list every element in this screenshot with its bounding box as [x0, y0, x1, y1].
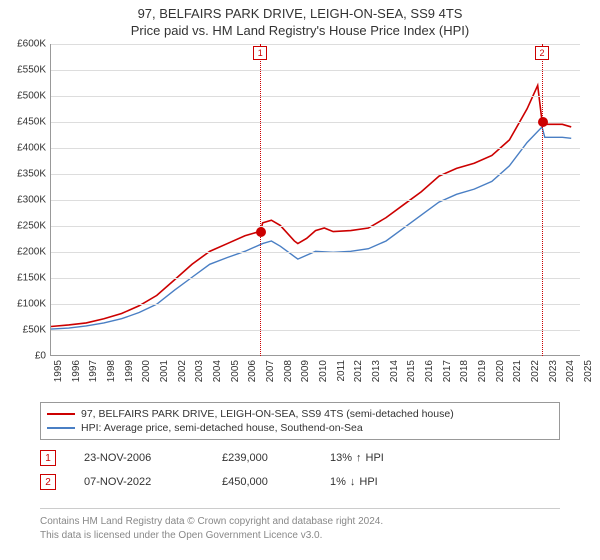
x-axis-label: 1998 [106, 360, 124, 382]
y-axis-label: £500K [17, 91, 46, 102]
arrow-down-icon: ↓ [350, 476, 356, 488]
x-axis-label: 2011 [336, 360, 354, 382]
sale-data-point-2 [538, 117, 548, 127]
legend-row-property: 97, BELFAIRS PARK DRIVE, LEIGH-ON-SEA, S… [47, 407, 553, 421]
legend-label-hpi: HPI: Average price, semi-detached house,… [81, 422, 363, 434]
x-axis-label: 1995 [53, 360, 71, 382]
sale-date-2: 07-NOV-2022 [84, 476, 194, 488]
x-axis-label: 2025 [583, 360, 600, 382]
x-axis-label: 2015 [406, 360, 424, 382]
x-axis-label: 2020 [495, 360, 513, 382]
gridline-h [51, 148, 580, 149]
x-axis-label: 2006 [247, 360, 265, 382]
y-axis-label: £600K [17, 39, 46, 50]
gridline-h [51, 70, 580, 71]
gridline-h [51, 174, 580, 175]
gridline-h [51, 278, 580, 279]
y-axis-label: £350K [17, 169, 46, 180]
legend-swatch-hpi [47, 427, 75, 429]
footer-line1: Contains HM Land Registry data © Crown c… [40, 515, 560, 529]
sales-table: 1 23-NOV-2006 £239,000 13% ↑ HPI 2 07-NO… [40, 446, 560, 494]
sale-data-point-1 [256, 227, 266, 237]
x-axis-label: 2010 [318, 360, 336, 382]
x-axis-label: 1996 [71, 360, 89, 382]
sale-marker-box-1: 1 [253, 46, 267, 60]
x-axis-label: 2007 [265, 360, 283, 382]
x-axis-label: 2005 [230, 360, 248, 382]
y-axis-label: £0 [35, 351, 46, 362]
sale-date-1: 23-NOV-2006 [84, 452, 194, 464]
x-axis-label: 2018 [459, 360, 477, 382]
legend-label-property: 97, BELFAIRS PARK DRIVE, LEIGH-ON-SEA, S… [81, 408, 454, 420]
sale-marker-1: 1 [40, 450, 56, 466]
sale-marker-box-2: 2 [535, 46, 549, 60]
plot-region [50, 44, 580, 356]
y-axis-label: £450K [17, 117, 46, 128]
x-axis-label: 2023 [548, 360, 566, 382]
gridline-h [51, 200, 580, 201]
x-axis-label: 2014 [389, 360, 407, 382]
y-axis-label: £200K [17, 247, 46, 258]
sale-price-1: £239,000 [222, 452, 302, 464]
sale-row-1: 1 23-NOV-2006 £239,000 13% ↑ HPI [40, 446, 560, 470]
x-axis-label: 2009 [300, 360, 318, 382]
gridline-h [51, 96, 580, 97]
y-axis-label: £50K [23, 325, 46, 336]
sale-hpi-2: 1% ↓ HPI [330, 476, 420, 488]
x-axis-label: 2002 [177, 360, 195, 382]
gridline-h [51, 330, 580, 331]
legend-row-hpi: HPI: Average price, semi-detached house,… [47, 421, 553, 435]
x-axis-label: 2008 [283, 360, 301, 382]
gridline-h [51, 304, 580, 305]
x-axis-label: 1997 [88, 360, 106, 382]
gridline-h [51, 44, 580, 45]
footer-line2: This data is licensed under the Open Gov… [40, 529, 560, 543]
x-axis-label: 2000 [141, 360, 159, 382]
y-axis-label: £300K [17, 195, 46, 206]
x-axis-label: 2001 [159, 360, 177, 382]
sale-vline-1 [260, 44, 261, 356]
title-subtitle: Price paid vs. HM Land Registry's House … [0, 23, 600, 38]
sale-marker-2: 2 [40, 474, 56, 490]
legend-box: 97, BELFAIRS PARK DRIVE, LEIGH-ON-SEA, S… [40, 402, 560, 440]
x-axis-label: 2017 [442, 360, 460, 382]
gridline-h [51, 252, 580, 253]
gridline-h [51, 122, 580, 123]
sale-hpi-1: 13% ↑ HPI [330, 452, 420, 464]
legend-swatch-property [47, 413, 75, 415]
arrow-up-icon: ↑ [356, 452, 362, 464]
x-axis-label: 2012 [353, 360, 371, 382]
x-axis-label: 1999 [124, 360, 142, 382]
x-axis-label: 2022 [530, 360, 548, 382]
x-axis-label: 2024 [565, 360, 583, 382]
y-axis-label: £400K [17, 143, 46, 154]
y-axis-label: £150K [17, 273, 46, 284]
y-axis-label: £550K [17, 65, 46, 76]
x-axis-label: 2019 [477, 360, 495, 382]
x-axis-label: 2016 [424, 360, 442, 382]
sale-vline-2 [542, 44, 543, 356]
x-axis-label: 2013 [371, 360, 389, 382]
x-axis-label: 2004 [212, 360, 230, 382]
x-axis-label: 2021 [512, 360, 530, 382]
sale-price-2: £450,000 [222, 476, 302, 488]
y-axis-label: £250K [17, 221, 46, 232]
x-axis-label: 2003 [194, 360, 212, 382]
footer-attribution: Contains HM Land Registry data © Crown c… [40, 508, 560, 542]
sale-row-2: 2 07-NOV-2022 £450,000 1% ↓ HPI [40, 470, 560, 494]
gridline-h [51, 226, 580, 227]
y-axis-label: £100K [17, 299, 46, 310]
chart-title-block: 97, BELFAIRS PARK DRIVE, LEIGH-ON-SEA, S… [0, 0, 600, 40]
series-line-hpi [51, 127, 571, 329]
chart-area: £0£50K£100K£150K£200K£250K£300K£350K£400… [50, 44, 580, 374]
title-address: 97, BELFAIRS PARK DRIVE, LEIGH-ON-SEA, S… [0, 6, 600, 21]
